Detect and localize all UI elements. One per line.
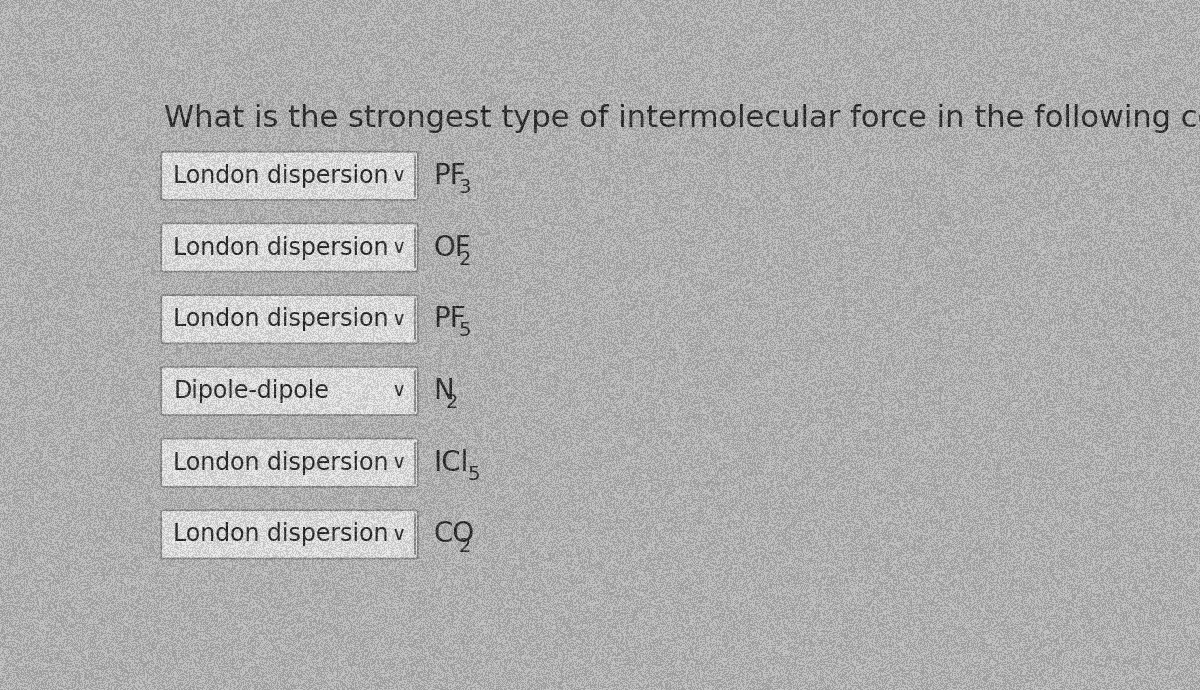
Text: London dispersion: London dispersion [173,307,389,331]
Text: London dispersion: London dispersion [173,164,389,188]
Text: ∨: ∨ [391,525,406,544]
Text: CO: CO [433,520,475,549]
Text: ∨: ∨ [391,453,406,472]
Text: ∨: ∨ [391,310,406,328]
FancyBboxPatch shape [161,510,418,559]
Text: 5: 5 [467,465,480,484]
Text: 2: 2 [445,393,458,412]
FancyBboxPatch shape [161,224,418,272]
Text: ICl: ICl [433,448,469,477]
FancyBboxPatch shape [161,152,418,200]
Text: PF: PF [433,161,467,190]
Text: ∨: ∨ [391,382,406,400]
Text: What is the strongest type of intermolecular force in the following compounds?: What is the strongest type of intermolec… [164,104,1200,133]
Text: OF: OF [433,233,472,262]
FancyBboxPatch shape [161,295,418,344]
FancyBboxPatch shape [161,439,418,487]
Text: 2: 2 [458,250,472,268]
FancyBboxPatch shape [161,367,418,415]
Text: 2: 2 [458,537,472,555]
Text: London dispersion: London dispersion [173,522,389,546]
Text: London dispersion: London dispersion [173,451,389,475]
Text: ∨: ∨ [391,238,406,257]
Text: PF: PF [433,305,467,333]
Text: ∨: ∨ [391,166,406,186]
Text: 3: 3 [458,178,472,197]
Text: Dipole-dipole: Dipole-dipole [173,379,329,403]
Text: N: N [433,377,455,405]
Text: 5: 5 [458,322,472,340]
Text: London dispersion: London dispersion [173,235,389,259]
